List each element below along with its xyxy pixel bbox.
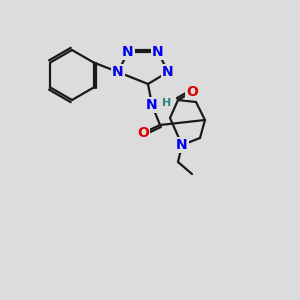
Text: N: N <box>176 138 188 152</box>
Text: O: O <box>137 126 149 140</box>
Text: N: N <box>162 65 174 79</box>
Text: O: O <box>186 85 198 99</box>
Text: N: N <box>152 45 164 59</box>
Text: N: N <box>146 98 158 112</box>
Text: N: N <box>122 45 134 59</box>
Text: N: N <box>112 65 124 79</box>
Text: H: H <box>162 98 171 108</box>
